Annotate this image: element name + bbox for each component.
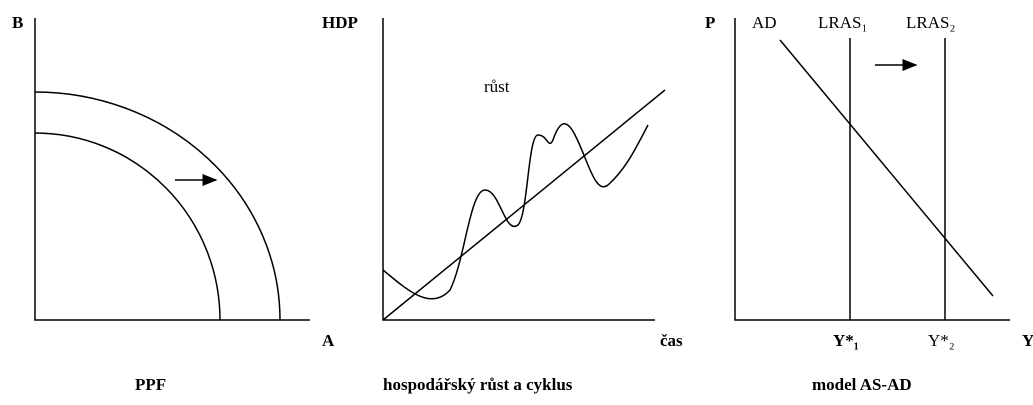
y-label: B	[12, 13, 23, 32]
y1-label: Y*₁	[833, 331, 859, 350]
caption: hospodářský růst a cyklus	[383, 375, 573, 394]
ad-line	[779, 39, 994, 297]
growth-panel: HDP růst čas hospodářský růst a cyklus	[322, 13, 683, 394]
lras1-label: LRAS₁	[818, 13, 867, 32]
x-label: Y	[1022, 331, 1033, 350]
axes	[34, 18, 310, 321]
ppf-outer	[34, 91, 281, 321]
x-label: A	[322, 331, 335, 350]
lras2-label: LRAS₂	[906, 13, 955, 32]
ppf-inner	[34, 132, 221, 321]
y-label: P	[705, 13, 715, 32]
y2-label: Y*₂	[928, 331, 955, 350]
ad-label: AD	[752, 13, 777, 32]
caption: model AS-AD	[812, 375, 912, 394]
x-label: čas	[660, 331, 683, 350]
asad-panel: P AD LRAS₁ LRAS₂ Y*₁ Y*₂ Y model AS-AD	[705, 13, 1033, 394]
cycle-curve	[382, 123, 649, 300]
axes	[734, 18, 1010, 321]
curve-label: růst	[484, 77, 510, 96]
caption: PPF	[135, 375, 166, 394]
ppf-panel: B A PPF	[12, 13, 335, 394]
axes	[382, 18, 655, 321]
y-label: HDP	[322, 13, 358, 32]
